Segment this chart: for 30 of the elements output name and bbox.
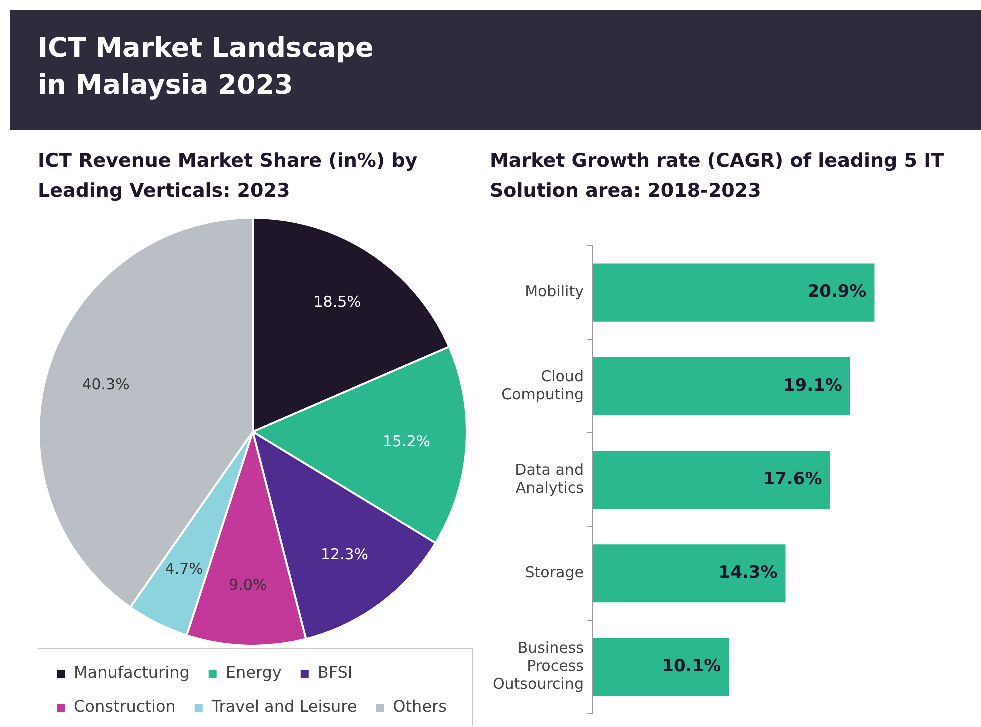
- data-label: 14.3%: [718, 563, 778, 584]
- y-tick-label: Storage: [525, 563, 584, 582]
- legend-label: BFSI: [318, 663, 353, 682]
- data-label: 12.3%: [320, 546, 369, 564]
- y-tick-label: Data and Analytics: [515, 460, 584, 497]
- chart-title: ICT Revenue Market Share (in%) by Leading Verticals: 2023: [38, 149, 419, 204]
- legend-label: Travel and Leisure: [210, 697, 358, 716]
- data-label: 20.9%: [808, 282, 867, 302]
- data-label: 18.5%: [314, 293, 362, 312]
- y-tick-label: Mobility: [525, 282, 584, 301]
- legend-label: Manufacturing: [74, 663, 190, 682]
- data-label: 4.7%: [165, 560, 204, 578]
- data-label: 17.6%: [763, 469, 822, 490]
- data-label: 19.1%: [783, 376, 842, 396]
- bar: [592, 638, 730, 696]
- legend-label: Construction: [74, 697, 176, 716]
- bar: [592, 544, 786, 603]
- data-label: 9.0%: [229, 576, 268, 594]
- text: ICT Market Landscape in Malaysia 2023: [38, 32, 375, 103]
- bar: [592, 450, 830, 510]
- legend-label: Energy: [226, 663, 282, 682]
- data-label: 40.3%: [82, 376, 130, 394]
- y-tick-label: Cloud Computing: [502, 367, 584, 404]
- chart-title: Market Growth rate (CAGR) of leading 5 IT Solution area: 2018-2023: [490, 149, 946, 204]
- data-label: 15.2%: [382, 432, 431, 451]
- data-label: 10.1%: [662, 656, 722, 677]
- y-tick-label: Business Process Outsourcing: [492, 639, 584, 694]
- bar: [592, 264, 875, 322]
- bar: [592, 357, 850, 416]
- legend-label: Others: [393, 697, 447, 716]
